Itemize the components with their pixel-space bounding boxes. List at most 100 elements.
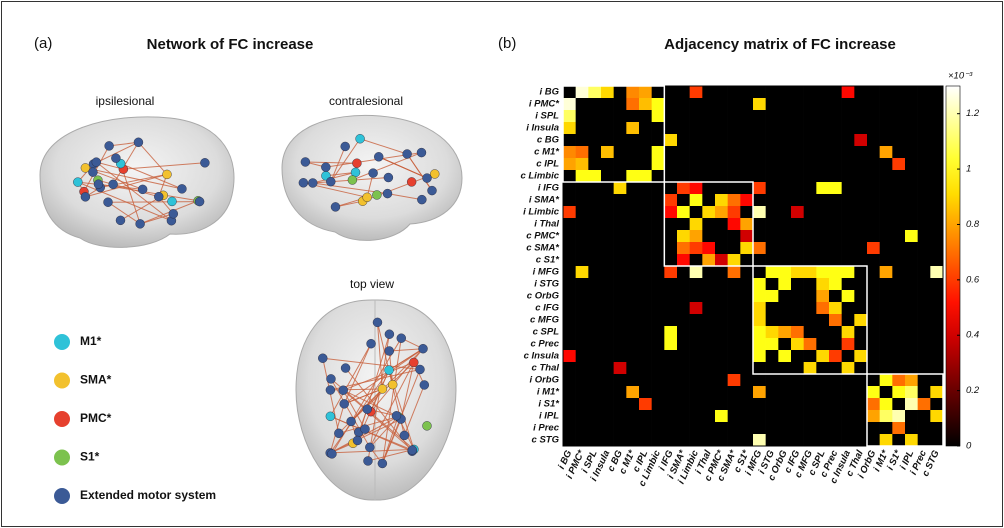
cell bbox=[727, 182, 741, 195]
cell bbox=[816, 134, 830, 147]
cell bbox=[867, 386, 880, 399]
cell bbox=[841, 422, 855, 435]
cell bbox=[740, 218, 754, 231]
cell bbox=[601, 110, 614, 123]
cell bbox=[753, 422, 766, 435]
cell bbox=[791, 194, 804, 207]
cell bbox=[829, 410, 842, 423]
cell bbox=[689, 230, 703, 243]
cell bbox=[803, 146, 817, 159]
cell bbox=[816, 146, 830, 159]
cell bbox=[892, 290, 906, 303]
cell bbox=[626, 410, 640, 423]
cell bbox=[651, 290, 665, 303]
cell bbox=[677, 182, 690, 195]
connection bbox=[338, 416, 399, 434]
cell bbox=[803, 194, 817, 207]
cell bbox=[727, 206, 741, 219]
cell bbox=[651, 422, 665, 435]
cell bbox=[715, 146, 728, 159]
cell bbox=[791, 386, 804, 399]
cell bbox=[727, 302, 741, 315]
cell bbox=[765, 338, 779, 351]
cell bbox=[778, 182, 792, 195]
cell bbox=[626, 170, 640, 183]
cell bbox=[601, 302, 614, 315]
cell bbox=[575, 266, 589, 279]
cell bbox=[664, 242, 678, 255]
connection bbox=[325, 171, 356, 177]
cell bbox=[816, 422, 830, 435]
cell bbox=[715, 398, 728, 411]
cell bbox=[854, 194, 868, 207]
cell bbox=[753, 374, 766, 387]
row-label: c M1* bbox=[534, 147, 560, 158]
cell bbox=[639, 158, 652, 171]
view-label: ipsilesional bbox=[96, 94, 155, 108]
cell bbox=[702, 110, 716, 123]
cell bbox=[702, 398, 716, 411]
cell bbox=[930, 338, 944, 351]
cell bbox=[651, 146, 665, 159]
cell bbox=[892, 362, 906, 375]
cell bbox=[879, 386, 893, 399]
cell bbox=[803, 338, 817, 351]
cell bbox=[778, 254, 792, 267]
node bbox=[384, 329, 395, 339]
cell bbox=[715, 266, 728, 279]
cell bbox=[575, 98, 589, 111]
cell bbox=[803, 134, 817, 147]
cell bbox=[829, 242, 842, 255]
cell bbox=[664, 434, 678, 447]
cell bbox=[765, 206, 779, 219]
cell bbox=[765, 302, 779, 315]
cell bbox=[613, 146, 627, 159]
cell bbox=[765, 86, 779, 99]
cell bbox=[765, 398, 779, 411]
cell bbox=[639, 374, 652, 387]
cell bbox=[803, 278, 817, 291]
cell bbox=[702, 338, 716, 351]
cell bbox=[588, 278, 602, 291]
colorbar-multiplier: ×10⁻³ bbox=[948, 71, 973, 82]
cell bbox=[715, 98, 728, 111]
cell bbox=[854, 362, 868, 375]
cell bbox=[575, 170, 589, 183]
cell bbox=[588, 182, 602, 195]
cell bbox=[765, 194, 779, 207]
cell bbox=[930, 278, 944, 291]
node bbox=[154, 191, 164, 202]
cell bbox=[917, 182, 931, 195]
cell bbox=[702, 350, 716, 363]
cell bbox=[601, 170, 614, 183]
cell bbox=[689, 434, 703, 447]
cell bbox=[601, 194, 614, 207]
cell bbox=[791, 182, 804, 195]
cell bbox=[639, 266, 652, 279]
cell bbox=[765, 362, 779, 375]
cell bbox=[791, 242, 804, 255]
cell bbox=[651, 242, 665, 255]
cell bbox=[727, 362, 741, 375]
connection bbox=[367, 334, 390, 462]
cell bbox=[930, 362, 944, 375]
cell bbox=[753, 398, 766, 411]
cell bbox=[613, 242, 627, 255]
cell bbox=[829, 170, 842, 183]
cell bbox=[639, 194, 652, 207]
cell bbox=[829, 266, 842, 279]
cell bbox=[651, 86, 665, 99]
cell bbox=[829, 218, 842, 231]
cell bbox=[841, 218, 855, 231]
cell bbox=[753, 170, 766, 183]
row-label: c Insula bbox=[524, 351, 559, 362]
colorbar-tick-label: 1 bbox=[966, 164, 971, 175]
cell bbox=[613, 110, 627, 123]
cell bbox=[867, 422, 880, 435]
node bbox=[383, 172, 394, 183]
cell bbox=[702, 278, 716, 291]
cell bbox=[664, 410, 678, 423]
cell bbox=[854, 302, 868, 315]
chart-title: Adjacency matrix of FC increase bbox=[664, 36, 896, 53]
cell bbox=[702, 290, 716, 303]
